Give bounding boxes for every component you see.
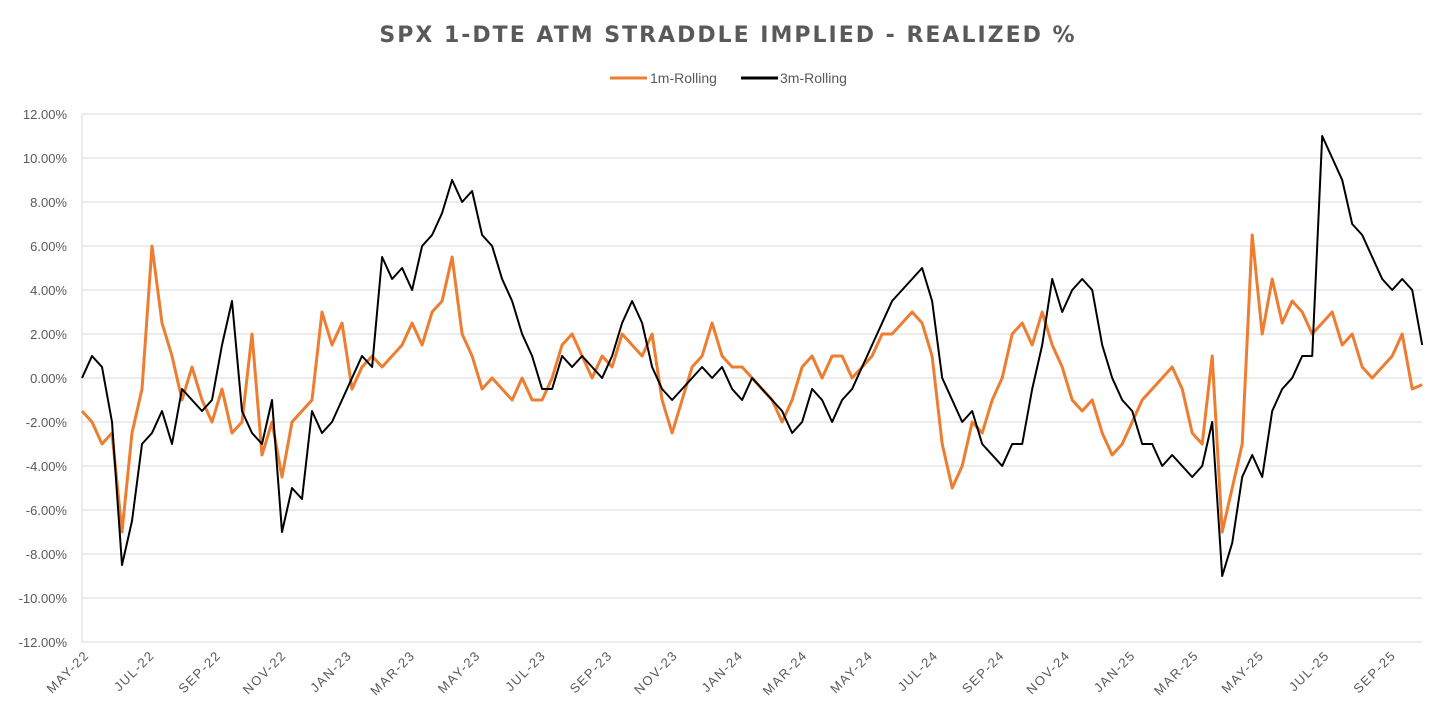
legend-label-3m: 3m-Rolling [780,70,847,86]
y-tick-label: -12.00% [19,635,68,650]
x-tick-label: JUL-25 [1286,648,1333,695]
y-axis: 12.00% 10.00% 8.00% 6.00% 4.00% 2.00% 0.00% -2.… [19,107,68,650]
y-tick-label: 6.00% [30,239,67,254]
x-tick-label: SEP-24 [959,648,1008,697]
series-line-1m-rolling [80,233,1423,534]
x-tick-label: JUL-22 [111,648,158,695]
y-tick-label: 4.00% [30,283,67,298]
x-tick-label: NOV-23 [631,648,681,698]
x-tick-label: MAY-24 [827,648,876,697]
y-tick-label: -4.00% [26,459,68,474]
y-tick-label: -8.00% [26,547,68,562]
x-tick-label: MAR-25 [1151,648,1202,699]
y-tick-label: 10.00% [23,151,68,166]
x-tick-label: JUL-23 [502,648,549,695]
x-tick-label: MAY-23 [435,648,484,697]
y-tick-label: -6.00% [26,503,68,518]
x-tick-label: SEP-22 [175,648,224,697]
y-tick-label: -10.00% [19,591,68,606]
y-tick-label: 2.00% [30,327,67,342]
series-line-3m-rolling [81,135,1424,577]
x-tick-label: MAR-23 [367,648,418,699]
series-lines [80,135,1424,577]
legend-label-1m: 1m-Rolling [650,70,717,86]
y-tick-label: -2.00% [26,415,68,430]
x-tick-label: NOV-22 [240,648,290,698]
x-tick-label: JUL-24 [895,648,942,695]
x-tick-label: MAY-22 [43,648,92,697]
x-tick-label: SEP-25 [1350,648,1399,697]
y-tick-label: 12.00% [23,107,68,122]
legend: 1m-Rolling 3m-Rolling [610,70,847,86]
x-tick-label: JAN-23 [307,648,355,696]
y-tick-label: 0.00% [30,371,67,386]
chart-title: SPX 1-DTE ATM STRADDLE IMPLIED - REALIZE… [379,23,1076,48]
x-tick-label: SEP-23 [567,648,616,697]
x-tick-label: MAR-24 [760,648,811,699]
x-tick-label: NOV-24 [1023,648,1073,698]
x-tick-label: JAN-25 [1091,648,1139,696]
x-tick-label: MAY-25 [1218,648,1267,697]
x-tick-label: JAN-24 [698,648,746,696]
x-axis: MAY-22 JUL-22 SEP-22 NOV-22 JAN-23 MAR-23 MAY-… [43,648,1398,699]
y-tick-label: 8.00% [30,195,67,210]
